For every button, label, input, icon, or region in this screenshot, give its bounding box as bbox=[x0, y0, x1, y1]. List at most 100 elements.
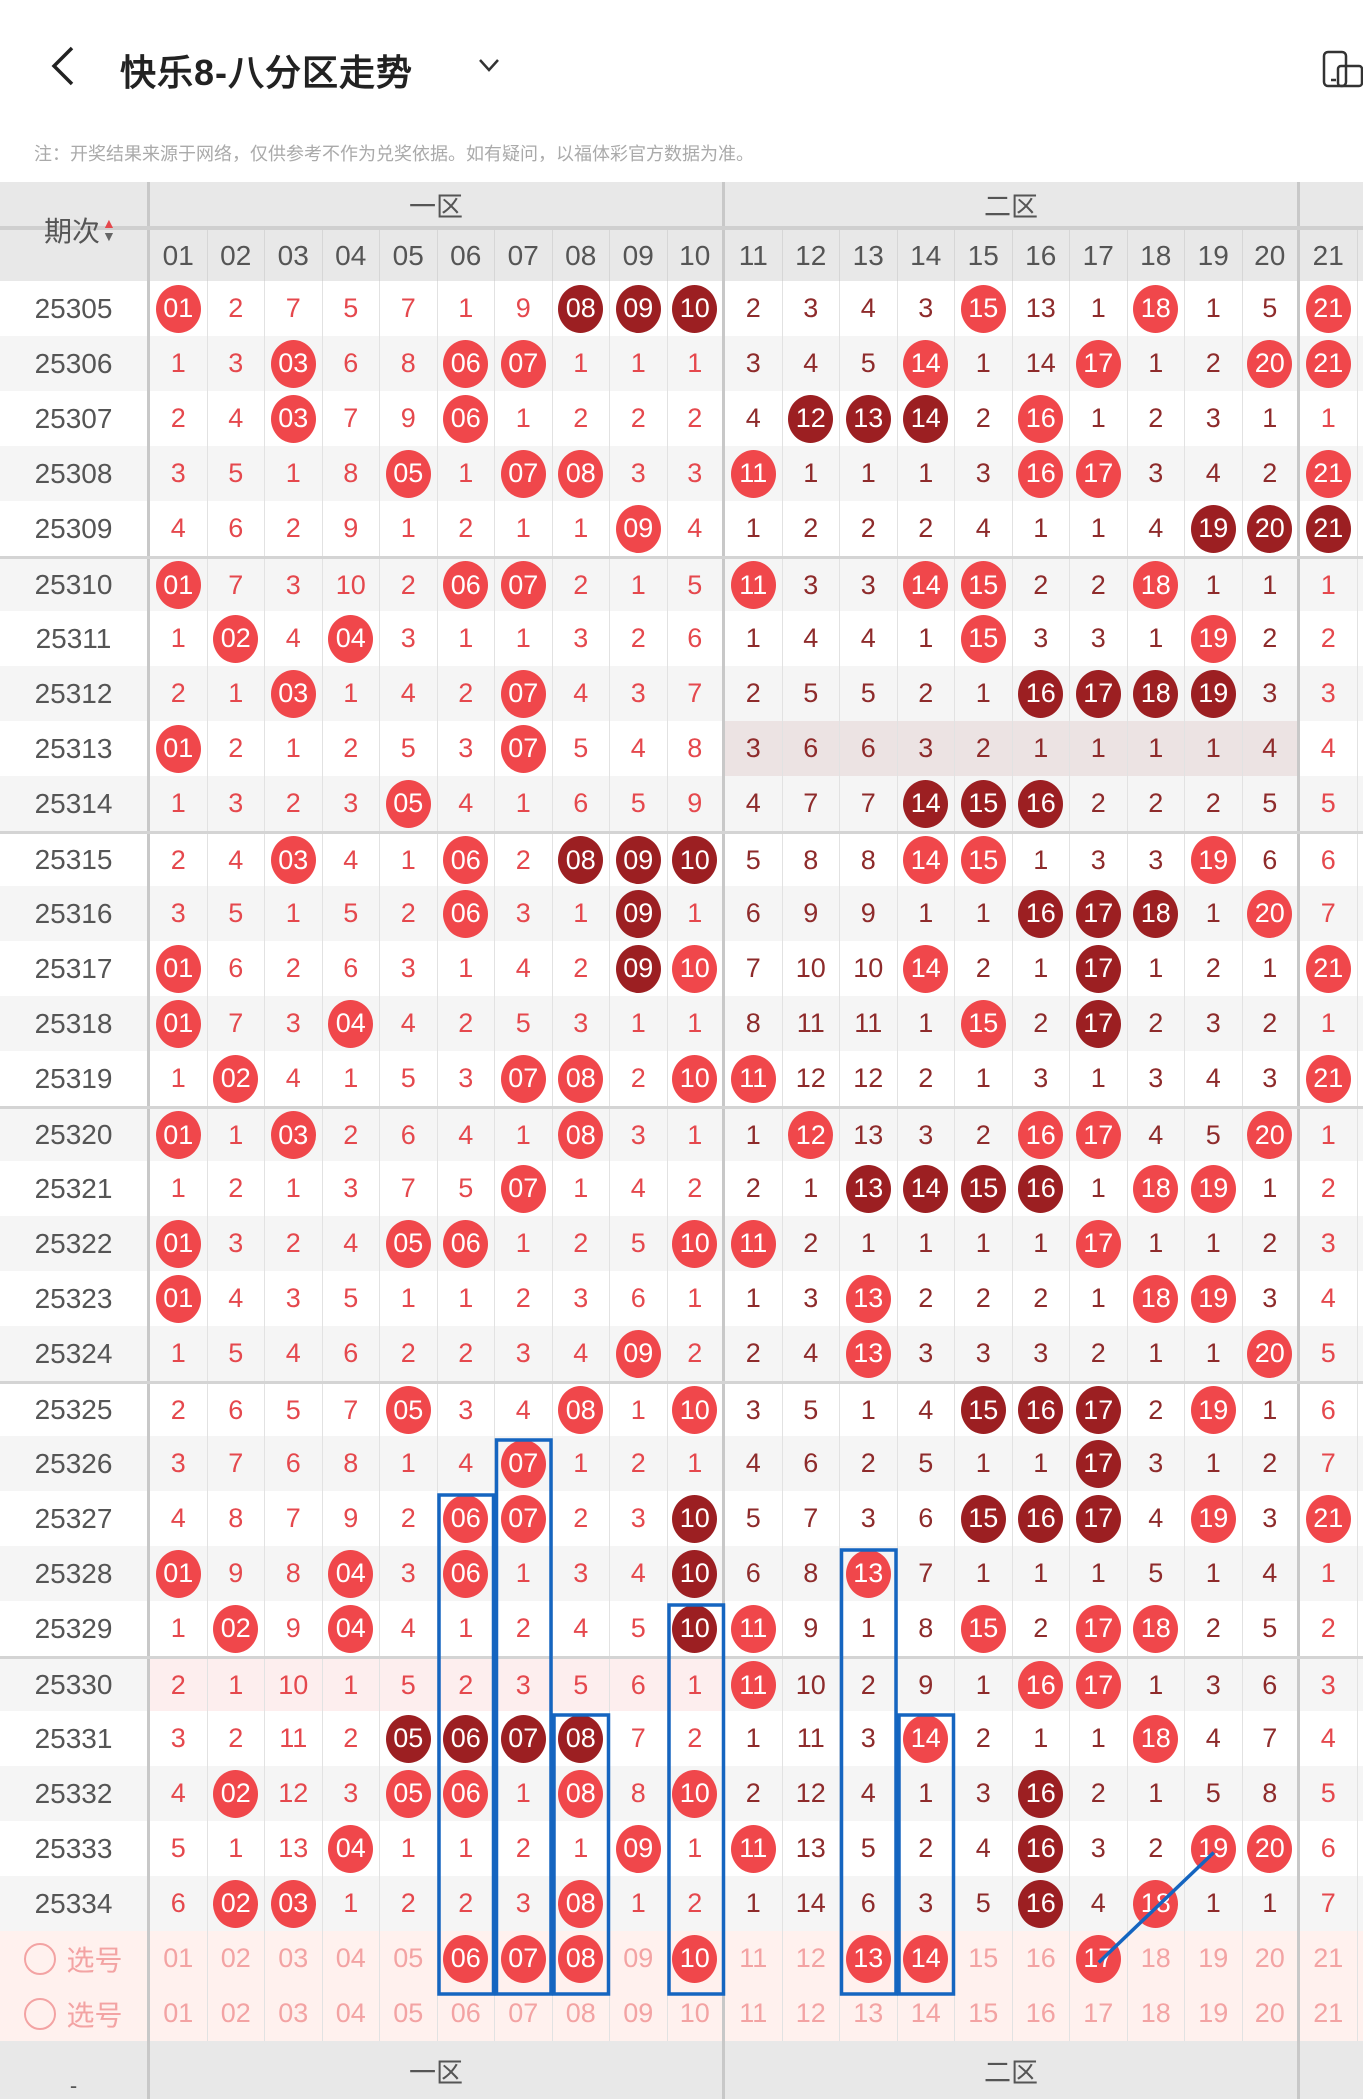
cell-08: 2 bbox=[553, 1216, 610, 1271]
cell-13: 1 bbox=[840, 1601, 898, 1656]
pick-cell-10[interactable]: 10 bbox=[668, 1931, 725, 1986]
pick-cell-12[interactable]: 12 bbox=[783, 1986, 840, 2041]
cell-21: 21 bbox=[1300, 501, 1358, 556]
pick-cell-06[interactable]: 06 bbox=[438, 1931, 495, 1986]
selected-ball[interactable]: 17 bbox=[1075, 1934, 1121, 1983]
hit-ball: 15 bbox=[960, 1604, 1006, 1653]
pick-label[interactable]: 选号 bbox=[0, 1986, 150, 2041]
pick-cell-11[interactable]: 11 bbox=[725, 1931, 783, 1986]
pick-cell-02[interactable]: 02 bbox=[208, 1986, 265, 2041]
selected-ball[interactable]: 06 bbox=[443, 1934, 489, 1983]
pick-cell-03[interactable]: 03 bbox=[265, 1986, 323, 2041]
pick-cell-09[interactable]: 09 bbox=[610, 1931, 668, 1986]
pick-cell-01[interactable]: 01 bbox=[150, 1931, 208, 1986]
cell-10: 4 bbox=[668, 501, 725, 556]
pick-cell-01[interactable]: 01 bbox=[150, 1986, 208, 2041]
cell-06: 06 bbox=[438, 1766, 495, 1821]
pick-cell-18[interactable]: 18 bbox=[1128, 1986, 1185, 2041]
selected-ball[interactable]: 10 bbox=[672, 1934, 718, 1983]
cell-13: 13 bbox=[840, 1271, 898, 1326]
hit-ball: 11 bbox=[730, 449, 776, 498]
pick-cell-13[interactable]: 13 bbox=[840, 1931, 898, 1986]
pick-cell-21[interactable]: 21 bbox=[1300, 1931, 1358, 1986]
pick-cell-19[interactable]: 19 bbox=[1185, 1986, 1243, 2041]
pick-cell-17[interactable]: 17 bbox=[1070, 1986, 1128, 2041]
pick-cell-19[interactable]: 19 bbox=[1185, 1931, 1243, 1986]
pick-cell-05[interactable]: 05 bbox=[380, 1931, 438, 1986]
pick-cell-11[interactable]: 11 bbox=[725, 1986, 783, 2041]
pick-cell-08[interactable]: 08 bbox=[553, 1986, 610, 2041]
pick-cell-13[interactable]: 13 bbox=[840, 1986, 898, 2041]
pick-cell-20[interactable]: 20 bbox=[1243, 1931, 1300, 1986]
pick-cell-09[interactable]: 09 bbox=[610, 1986, 668, 2041]
cell-19: 4 bbox=[1185, 1051, 1243, 1106]
radio-icon[interactable] bbox=[24, 1942, 57, 1975]
period-header[interactable]: 期次 ▲ ▼ bbox=[0, 182, 150, 247]
pick-cell-17[interactable]: 17 bbox=[1070, 1931, 1128, 1986]
radio-icon[interactable] bbox=[24, 1997, 57, 2030]
pick-cell-07[interactable]: 07 bbox=[495, 1931, 553, 1986]
pick-cell-05[interactable]: 05 bbox=[380, 1986, 438, 2041]
cell-04: 3 bbox=[323, 776, 380, 831]
cell-09: 8 bbox=[610, 1766, 668, 1821]
sort-icon[interactable]: ▲ ▼ bbox=[102, 215, 116, 244]
cell-16: 14 bbox=[1013, 336, 1070, 391]
cell-07: 2 bbox=[495, 1821, 553, 1876]
selected-ball[interactable]: 07 bbox=[500, 1934, 546, 1983]
cell-04: 04 bbox=[323, 1546, 380, 1601]
pick-cell-08[interactable]: 08 bbox=[553, 1931, 610, 1986]
cell-18: 3 bbox=[1128, 1436, 1185, 1491]
pick-cell-04[interactable]: 04 bbox=[323, 1931, 380, 1986]
cell-17: 2 bbox=[1070, 776, 1128, 831]
hit-ball: 03 bbox=[270, 836, 316, 884]
pick-cell-15[interactable]: 15 bbox=[955, 1986, 1013, 2041]
chevron-left-icon[interactable] bbox=[44, 42, 84, 90]
device-icon[interactable] bbox=[1322, 50, 1363, 88]
cell-09: 7 bbox=[610, 1711, 668, 1766]
pick-cell-18[interactable]: 18 bbox=[1128, 1931, 1185, 1986]
pick-cell-16[interactable]: 16 bbox=[1013, 1931, 1070, 1986]
pick-cell-02[interactable]: 02 bbox=[208, 1931, 265, 1986]
cell-03: 03 bbox=[265, 391, 323, 446]
pick-cell-15[interactable]: 15 bbox=[955, 1931, 1013, 1986]
pick-cell-03[interactable]: 03 bbox=[265, 1931, 323, 1986]
selected-ball[interactable]: 14 bbox=[903, 1934, 949, 1983]
cell-10: 1 bbox=[668, 1821, 725, 1876]
cell-17: 1 bbox=[1070, 721, 1128, 776]
period-cell: 25326 bbox=[0, 1436, 150, 1491]
cell-09: 1 bbox=[610, 996, 668, 1051]
selected-ball[interactable]: 13 bbox=[845, 1934, 891, 1983]
cell-08: 08 bbox=[553, 1711, 610, 1766]
cell-07: 07 bbox=[495, 446, 553, 501]
cell-19: 5 bbox=[1185, 1766, 1243, 1821]
cell-14: 5 bbox=[898, 1436, 955, 1491]
pick-cell-21[interactable]: 21 bbox=[1300, 1986, 1358, 2041]
pick-label[interactable]: 选号 bbox=[0, 1931, 150, 1986]
cell-21: 1 bbox=[1300, 1546, 1358, 1601]
cell-18: 1 bbox=[1128, 1326, 1185, 1381]
cell-05: 4 bbox=[380, 1601, 438, 1656]
cell-08: 5 bbox=[552, 1659, 610, 1711]
pick-cell-06[interactable]: 06 bbox=[438, 1986, 495, 2041]
chevron-down-icon[interactable] bbox=[474, 50, 504, 80]
cell-05: 5 bbox=[380, 721, 438, 776]
pick-cell-07[interactable]: 07 bbox=[495, 1986, 553, 2041]
cell-13: 12 bbox=[840, 1051, 898, 1106]
cell-17: 1 bbox=[1070, 281, 1128, 336]
pick-cell-10[interactable]: 10 bbox=[668, 1986, 725, 2041]
pick-cell-04[interactable]: 04 bbox=[323, 1986, 380, 2041]
cell-14: 14 bbox=[898, 776, 955, 831]
pick-cell-16[interactable]: 16 bbox=[1013, 1986, 1070, 2041]
cell-17: 1 bbox=[1070, 1546, 1128, 1601]
pick-cell-20[interactable]: 20 bbox=[1243, 1986, 1300, 2041]
pick-cell-12[interactable]: 12 bbox=[783, 1931, 840, 1986]
cell-17: 1 bbox=[1070, 1161, 1128, 1216]
pick-cell-14[interactable]: 14 bbox=[898, 1986, 955, 2041]
consecutive-hit-ball: 15 bbox=[960, 1386, 1006, 1434]
cell-20: 2 bbox=[1243, 996, 1300, 1051]
selected-ball[interactable]: 08 bbox=[558, 1934, 604, 1983]
column-header-06: 06 bbox=[438, 230, 495, 281]
pick-cell-14[interactable]: 14 bbox=[898, 1931, 955, 1986]
cell-03: 4 bbox=[265, 611, 323, 666]
pick-row: 选号 01 02 03 04 05 06 07 08 09 10 11 12 13 14 15 16 17 18 19… bbox=[0, 1931, 1363, 1986]
